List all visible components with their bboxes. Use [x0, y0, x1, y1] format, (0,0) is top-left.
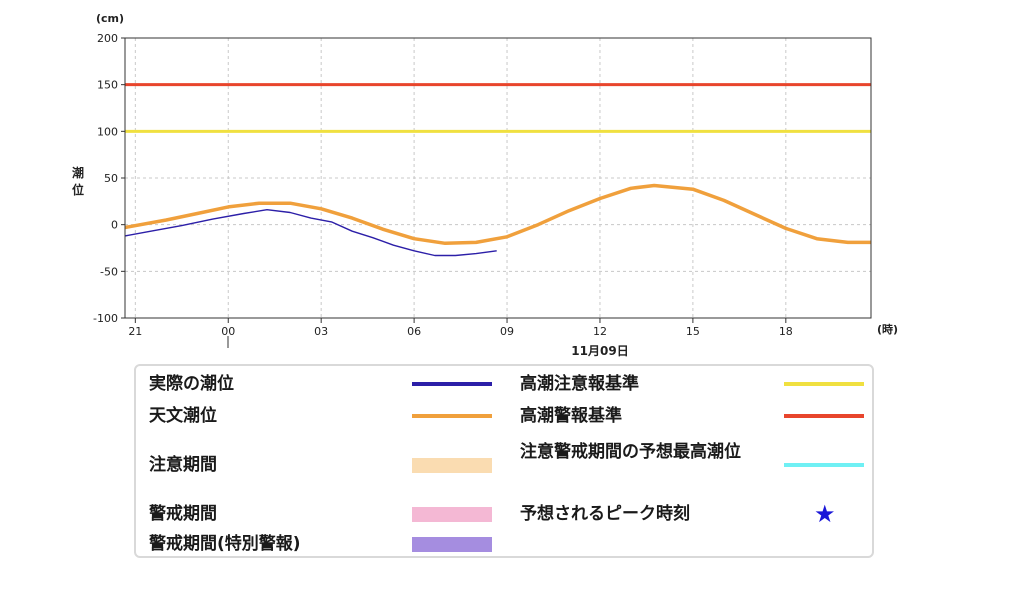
legend-swatch	[412, 382, 492, 386]
y-tick-label: 50	[104, 172, 118, 185]
series-line	[124, 208, 497, 257]
legend-box: 実際の潮位天文潮位注意期間警戒期間警戒期間(特別警報) 高潮注意報基準 高潮警報基…	[134, 364, 874, 558]
y-tick-label: 100	[97, 125, 118, 138]
grid-lines	[125, 38, 871, 318]
x-tick-label: 18	[779, 325, 793, 338]
y-axis-title-1: 潮	[72, 165, 84, 180]
y-tick-label: -50	[100, 265, 118, 278]
series-line	[124, 183, 871, 246]
y-unit-label: (cm)	[96, 12, 124, 25]
y-axis-title-2: 位	[72, 182, 84, 197]
x-tick-label: 06	[407, 325, 421, 338]
x-ticks: 21 00 03 06 09 12 15 18	[128, 318, 793, 338]
x-tick-label: 21	[128, 325, 142, 338]
y-tick-label: 200	[97, 32, 118, 45]
x-tick-label: 15	[686, 325, 700, 338]
legend-label: 注意期間	[149, 455, 217, 475]
legend-label: 注意警戒期間の予想最高潮位	[520, 442, 741, 462]
legend-label: 高潮警報基準	[520, 406, 622, 426]
date-label: 11月09日	[571, 344, 628, 358]
legend-label: 高潮注意報基準	[520, 374, 639, 394]
x-unit-label: (時)	[877, 322, 898, 336]
x-tick-label: 09	[500, 325, 514, 338]
legend-label: 予想されるピーク時刻	[520, 504, 690, 524]
legend-label: 警戒期間(特別警報)	[149, 534, 301, 554]
legend-label: 天文潮位	[149, 406, 217, 426]
y-tick-label: 0	[111, 219, 118, 232]
legend-swatch	[412, 414, 492, 418]
legend-label: 実際の潮位	[149, 374, 234, 394]
y-tick-label: 150	[97, 79, 118, 92]
legend-swatch	[412, 537, 492, 552]
legend-swatch	[784, 463, 864, 467]
x-tick-label: 12	[593, 325, 607, 338]
legend-swatch	[412, 507, 492, 522]
x-tick-label: 03	[314, 325, 328, 338]
legend-swatch	[784, 382, 864, 386]
legend-swatch	[784, 414, 864, 418]
x-tick-label: 00	[221, 325, 235, 338]
legend-swatch	[412, 458, 492, 473]
y-tick-label: -100	[93, 312, 118, 325]
legend-label: 警戒期間	[149, 504, 217, 524]
y-ticks: 200 150 100 50 0 -50 -100	[93, 32, 125, 325]
tide-chart: (cm) 潮 位 200 150 100 50 0 -50 -100 21 00 03 06 09 1…	[72, 12, 898, 358]
threshold-lines	[125, 83, 871, 133]
star-icon: ★	[814, 500, 836, 528]
series-lines	[124, 183, 871, 257]
